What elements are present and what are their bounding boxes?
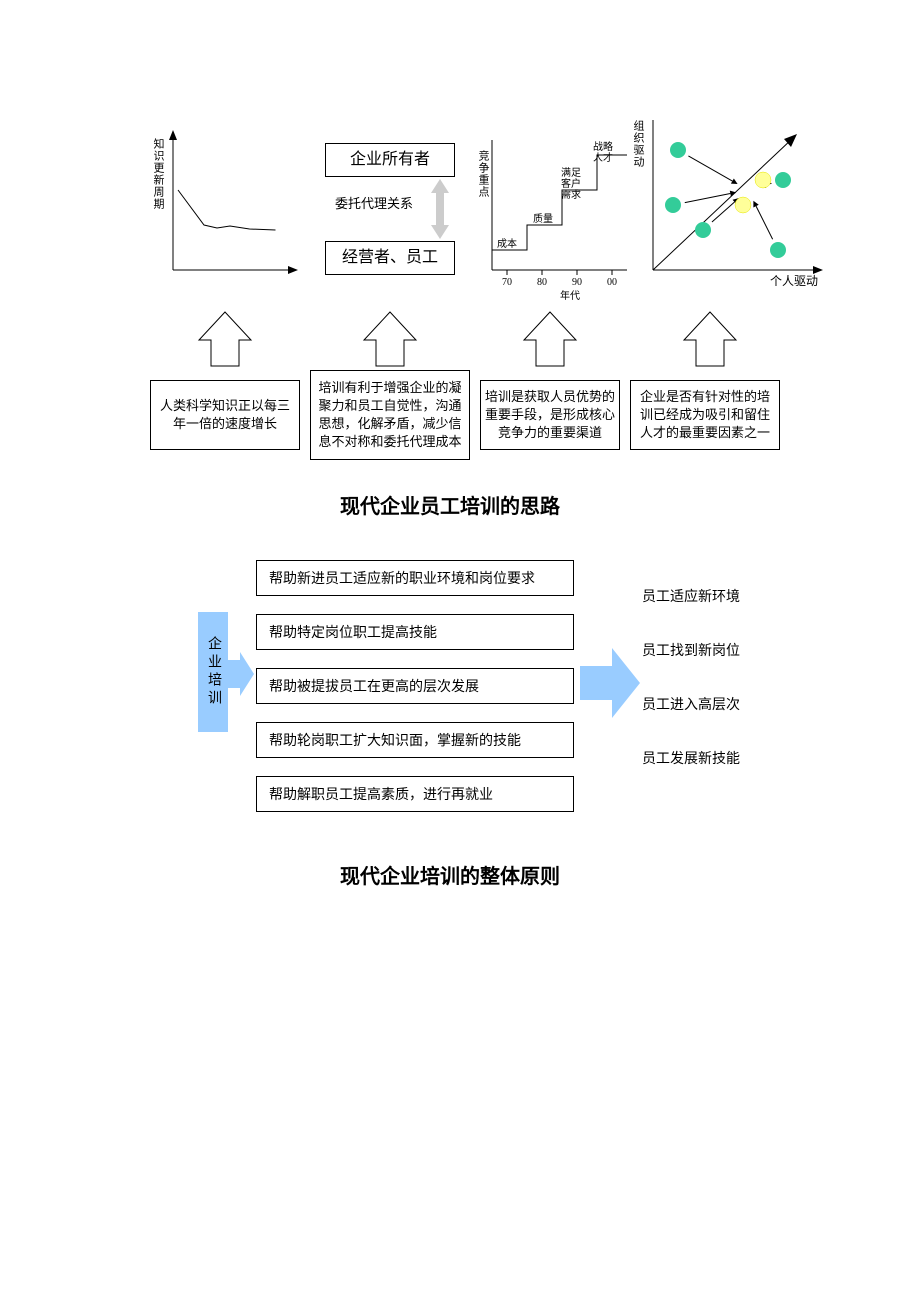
step-label-0: 成本 bbox=[497, 235, 517, 250]
caption-0: 人类科学知识正以每三年一倍的速度增长 bbox=[150, 380, 300, 450]
xtick-3: 00 bbox=[607, 277, 617, 288]
mid-2: 帮助被提拔员工在更高的层次发展 bbox=[256, 668, 574, 704]
up-arrow-icon bbox=[360, 310, 420, 370]
xsublabel: 年代 bbox=[560, 287, 580, 302]
section1-title: 现代企业员工培训的思路 bbox=[340, 490, 560, 519]
right-arrow-icon bbox=[228, 652, 254, 696]
up-arrow-icon bbox=[680, 310, 740, 370]
mid-0: 帮助新进员工适应新的职业环境和岗位要求 bbox=[256, 560, 574, 596]
step-label-2: 满足客户需求 bbox=[561, 168, 587, 201]
xtick-1: 80 bbox=[537, 277, 547, 288]
mid-3: 帮助轮岗职工扩大知识面，掌握新的技能 bbox=[256, 722, 574, 758]
right-arrow-icon bbox=[580, 648, 640, 718]
section2-title: 现代企业培训的整体原则 bbox=[340, 860, 560, 889]
caption-1: 培训有利于增强企业的凝聚力和员工自觉性，沟通思想，化解矛盾，减少信息不对称和委托… bbox=[310, 370, 470, 460]
employee-box: 经营者、员工 bbox=[325, 241, 455, 275]
mid-1: 帮助特定岗位职工提高技能 bbox=[256, 614, 574, 650]
chart4-xlabel: 个人驱动 bbox=[770, 272, 818, 289]
left-label: 企业培训 bbox=[198, 612, 228, 732]
chart2: 企业所有者 委托代理关系 经营者、员工 bbox=[305, 135, 475, 285]
chart4-ylabel: 组织驱动 bbox=[630, 120, 646, 168]
step-label-3: 战略人才 bbox=[593, 142, 619, 164]
up-arrow-icon bbox=[195, 310, 255, 370]
chart4: 组织驱动 个人驱动 bbox=[630, 120, 830, 290]
owner-box: 企业所有者 bbox=[325, 143, 455, 177]
mid-4: 帮助解职员工提高素质，进行再就业 bbox=[256, 776, 574, 812]
relation-label: 委托代理关系 bbox=[335, 193, 413, 212]
result-0: 员工适应新环境 bbox=[642, 586, 740, 606]
caption-2: 培训是获取人员优势的重要手段，是形成核心竞争力的重要渠道 bbox=[480, 380, 620, 450]
result-3: 员工发展新技能 bbox=[642, 748, 740, 768]
double-arrow-icon bbox=[425, 179, 455, 239]
chart1-ylabel: 知识更新周期 bbox=[150, 138, 166, 210]
caption-3: 企业是否有针对性的培训已经成为吸引和留住人才的最重要因素之一 bbox=[630, 380, 780, 450]
xtick-0: 70 bbox=[502, 277, 512, 288]
result-1: 员工找到新岗位 bbox=[642, 640, 740, 660]
result-2: 员工进入高层次 bbox=[642, 694, 740, 714]
chart1: 知识更新周期 bbox=[150, 130, 300, 280]
chart3: 竞争重点 成本 质量 满足客户需求 战略人才 70 80 90 00 年代 bbox=[475, 130, 635, 295]
step-label-1: 质量 bbox=[533, 210, 553, 225]
up-arrow-icon bbox=[520, 310, 580, 370]
